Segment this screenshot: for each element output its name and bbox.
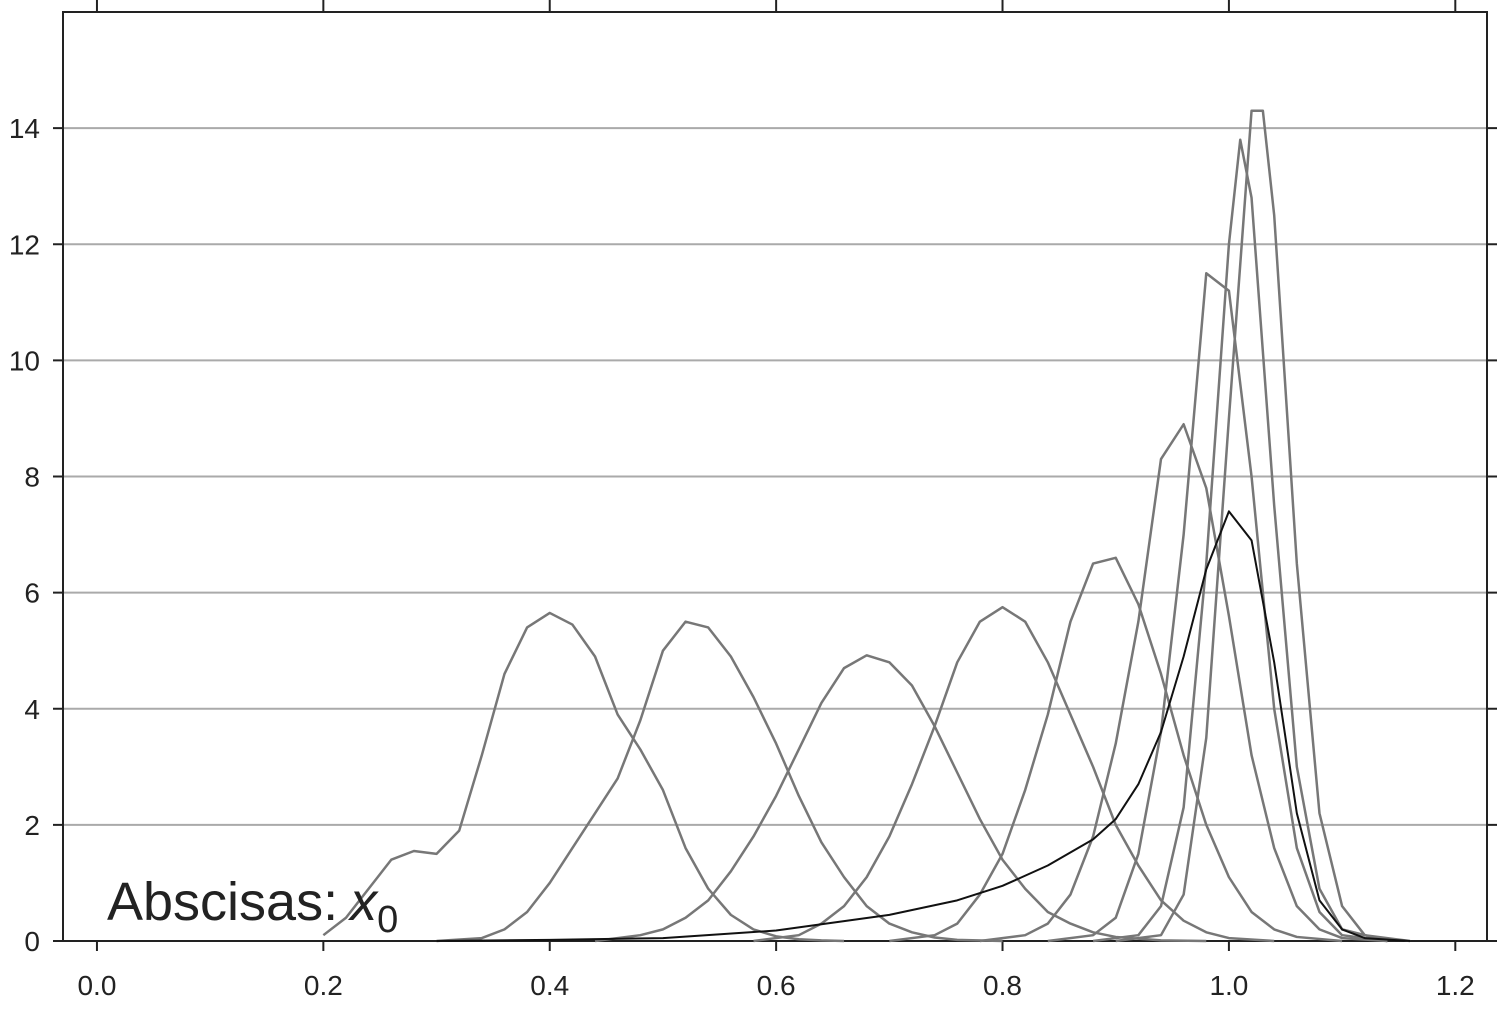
line-series bbox=[753, 605, 1275, 943]
y-tick-label: 4 bbox=[24, 694, 40, 725]
line-series bbox=[979, 422, 1388, 943]
x-tick-label: 0.8 bbox=[983, 970, 1022, 1001]
y-tick-label: 8 bbox=[24, 462, 40, 493]
line-series bbox=[1115, 109, 1411, 943]
y-tick-label: 10 bbox=[9, 345, 40, 376]
y-tick-label: 14 bbox=[9, 113, 40, 144]
line-series bbox=[594, 654, 1207, 943]
x-tick-label: 0.4 bbox=[530, 970, 569, 1001]
annotation-var: x bbox=[347, 872, 379, 932]
x-tick-label: 0.6 bbox=[757, 970, 796, 1001]
annotation: Abscisas: x0 bbox=[107, 872, 398, 941]
plot: 0 2 4 6 8 10 12 14 0.0 0.2 0.4 0.6 0.8 1.0 1.2 bbox=[9, 0, 1497, 1001]
x-tick-label: 0.0 bbox=[77, 970, 116, 1001]
x-tick-label: 0.2 bbox=[304, 970, 343, 1001]
y-tick-label: 0 bbox=[24, 926, 40, 957]
line-series bbox=[889, 556, 1343, 943]
line-series bbox=[322, 611, 845, 943]
x-tick-label: 1.2 bbox=[1436, 970, 1475, 1001]
y-tick-label: 12 bbox=[9, 229, 40, 260]
line-series bbox=[436, 620, 1003, 943]
y-tick-label: 2 bbox=[24, 810, 40, 841]
plot-frame bbox=[62, 11, 1488, 942]
line-series bbox=[1092, 138, 1388, 943]
line-series bbox=[436, 510, 1411, 942]
line-series bbox=[1047, 272, 1388, 943]
annotation-text: Abscisas: bbox=[107, 872, 338, 932]
x-tick-label: 1.0 bbox=[1209, 970, 1248, 1001]
y-tick-label: 6 bbox=[24, 578, 40, 609]
annotation-sub: 0 bbox=[377, 899, 398, 941]
